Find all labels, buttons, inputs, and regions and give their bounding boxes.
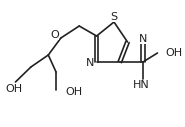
Text: OH: OH <box>5 84 22 94</box>
Text: OH: OH <box>66 87 83 97</box>
Text: HN: HN <box>133 80 149 90</box>
Text: S: S <box>110 12 117 22</box>
Text: N: N <box>86 58 94 68</box>
Text: OH: OH <box>165 48 182 58</box>
Text: O: O <box>51 30 59 40</box>
Text: N: N <box>139 34 147 44</box>
